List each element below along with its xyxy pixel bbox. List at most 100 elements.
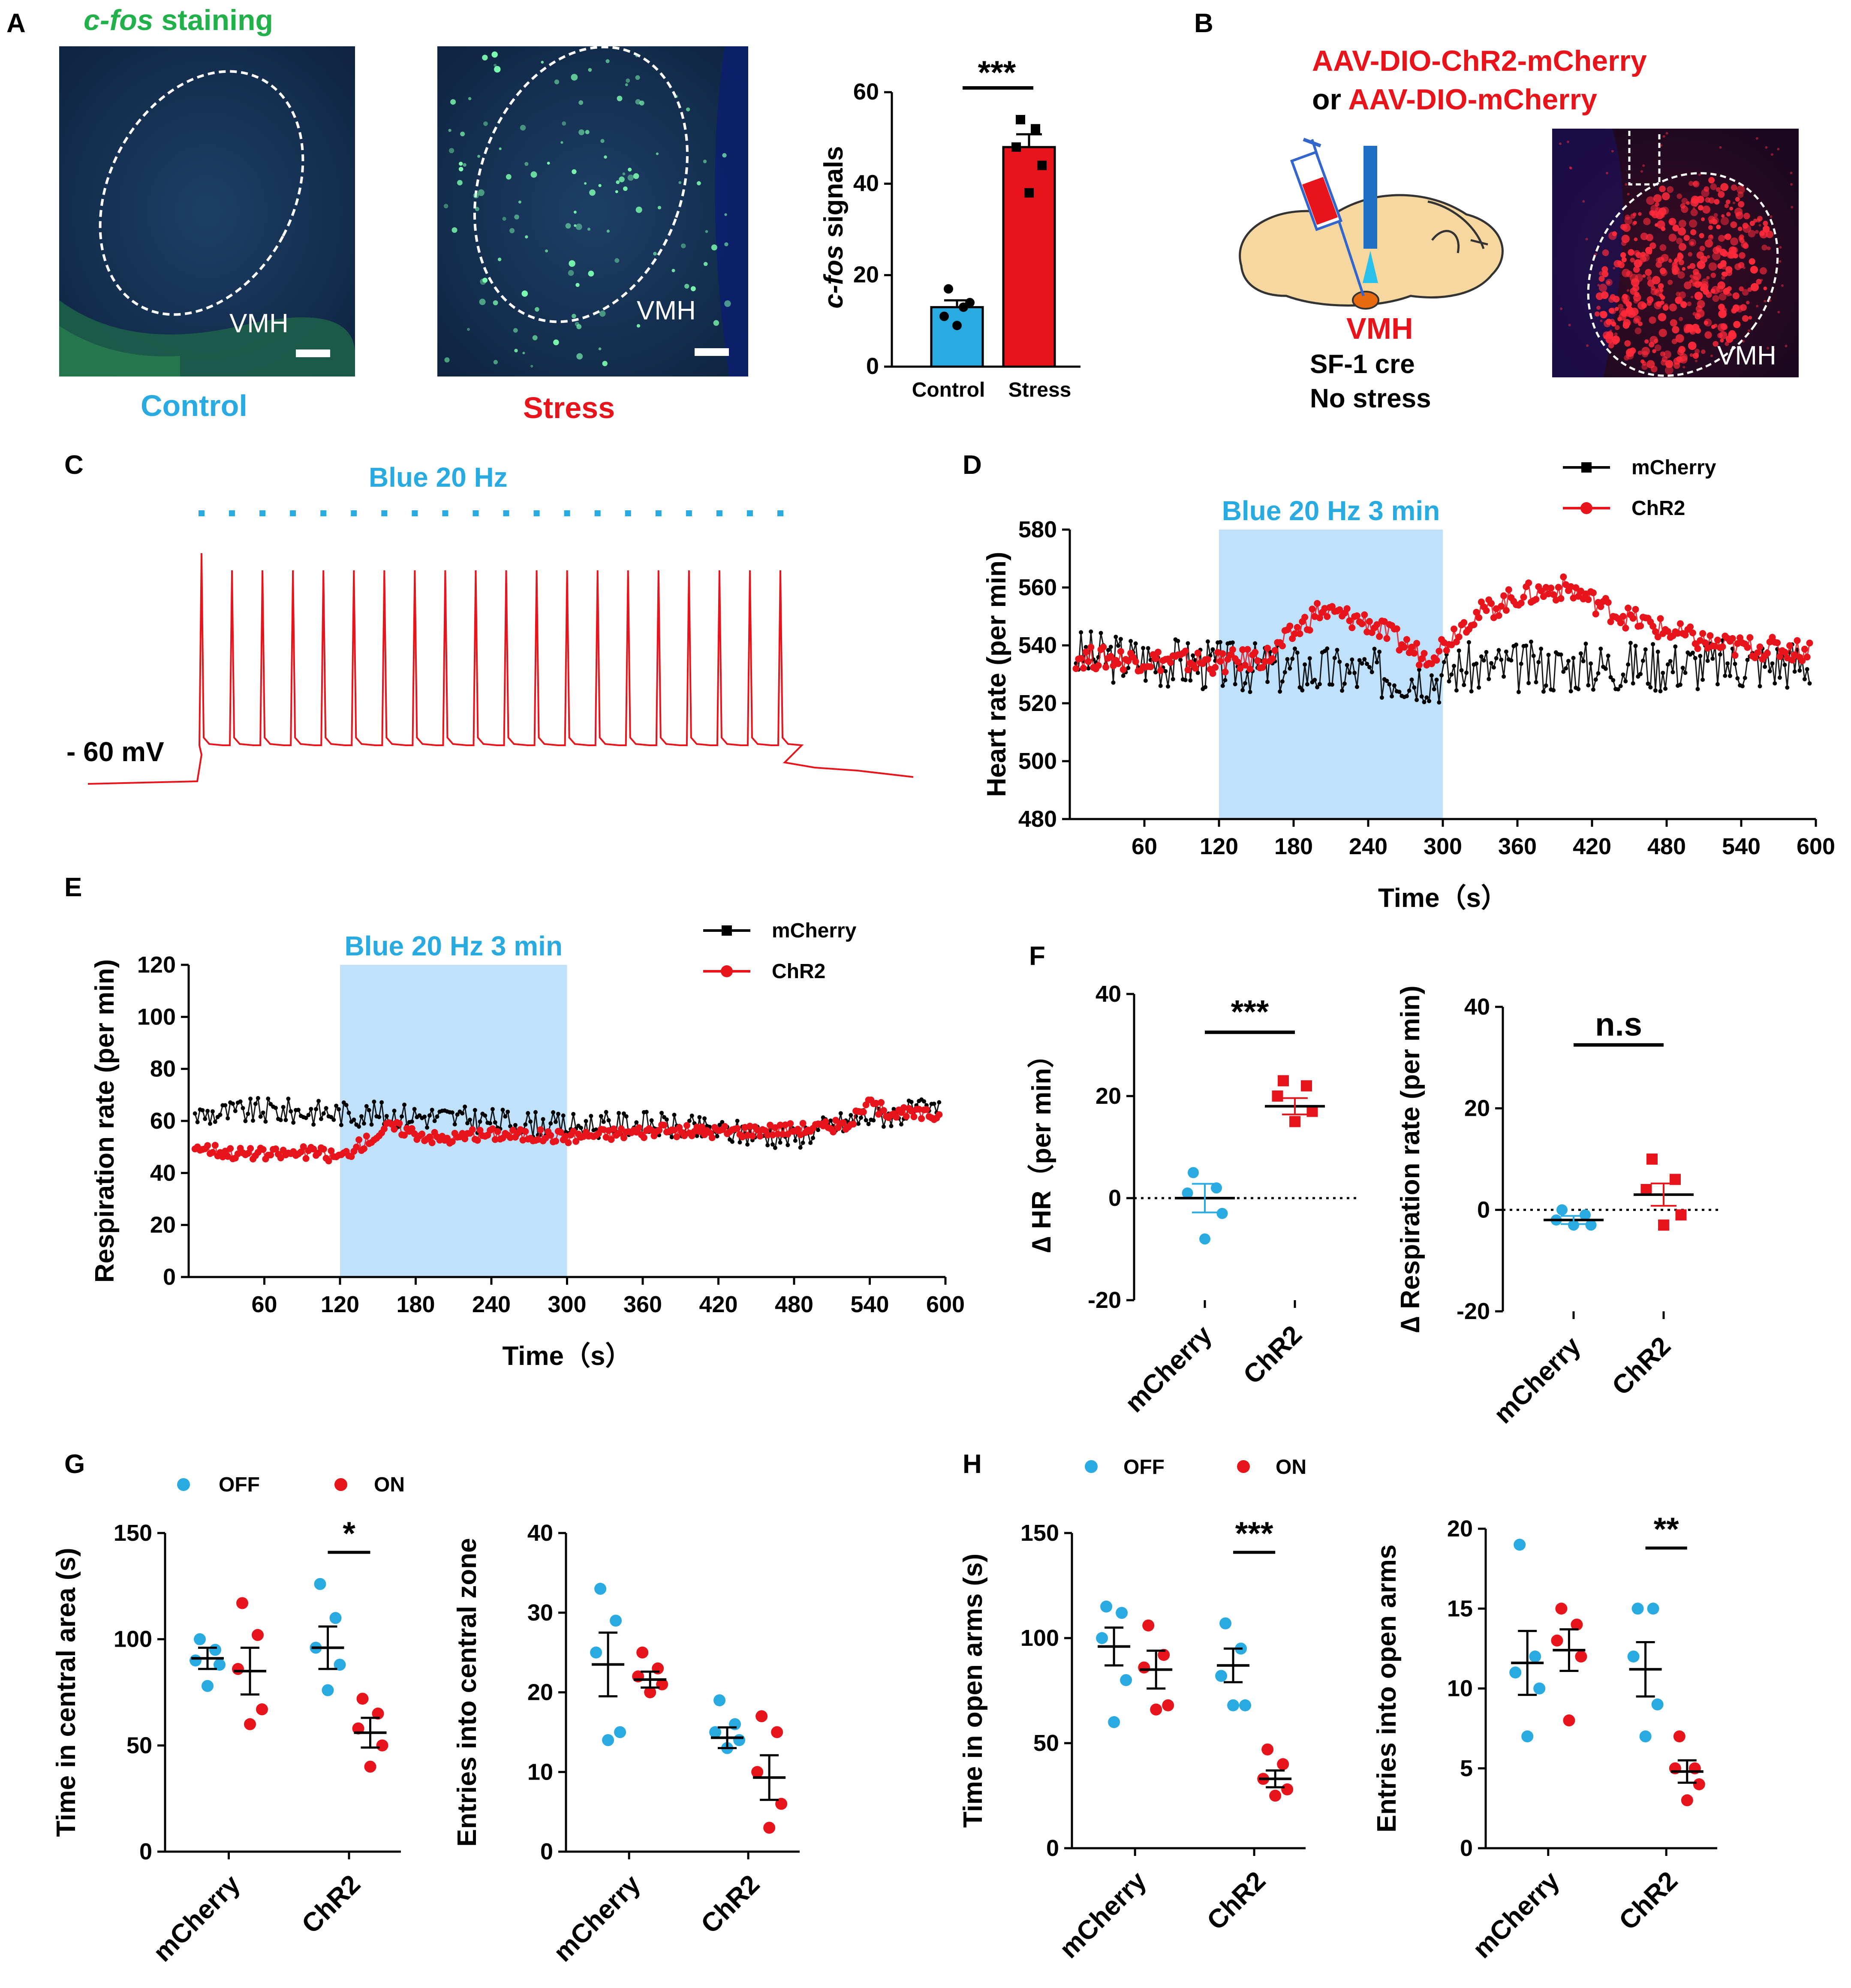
legend-label: mCherry — [1631, 456, 1716, 479]
series-point-ChR2 — [1301, 614, 1309, 621]
cfos-cell — [576, 353, 583, 360]
series-point-mCherry — [427, 1113, 432, 1118]
series-point-ChR2 — [1538, 587, 1545, 594]
mcherry-cell — [1791, 206, 1794, 208]
cfos-cell — [572, 169, 577, 175]
series-point-mCherry — [1571, 656, 1576, 660]
cfos-cell — [598, 347, 602, 350]
series-point-mCherry — [314, 1107, 319, 1111]
control-micrograph: VMH — [59, 46, 355, 377]
series-point-mCherry — [871, 1118, 876, 1123]
heart-rate-chart: 480 500 520 540 560 580 60 120 180 240 300 360 420 48… — [982, 456, 1835, 913]
mcherry-cell — [1681, 198, 1688, 205]
mcherry-cell — [1664, 303, 1668, 307]
series-point-ChR2 — [1560, 573, 1567, 581]
data-point-off — [1631, 1602, 1644, 1615]
y-tick-label: 10 — [1447, 1676, 1473, 1702]
series-point-ChR2 — [1632, 606, 1639, 613]
series-point-mCherry — [786, 1143, 790, 1148]
series-point-mCherry — [1439, 673, 1444, 678]
mcherry-cell — [1672, 326, 1679, 334]
mouse-brain-diagram — [1239, 138, 1504, 310]
series-point-ChR2 — [1731, 652, 1739, 659]
mcherry-cell — [1622, 322, 1630, 329]
mcherry-cell — [1640, 170, 1643, 173]
series-point-mCherry — [1670, 670, 1675, 675]
data-point-on — [1269, 1789, 1282, 1802]
series-point-mCherry — [460, 1111, 465, 1116]
mcherry-cell — [1720, 217, 1729, 226]
series-point-ChR2 — [640, 1134, 647, 1141]
series-point-mCherry — [193, 1111, 197, 1116]
data-point-on — [1693, 1778, 1705, 1790]
series-point-ChR2 — [1729, 635, 1736, 642]
series-point-mCherry — [1429, 673, 1434, 678]
series-point-ChR2 — [1353, 612, 1360, 619]
series-point-ChR2 — [396, 1120, 403, 1127]
series-point-ChR2 — [1241, 662, 1249, 669]
cfos-cell — [522, 352, 525, 355]
series-point-ChR2 — [1532, 596, 1540, 603]
data-point-off — [594, 1583, 607, 1595]
cfos-cell — [602, 361, 608, 366]
series-point-ChR2 — [1788, 657, 1796, 664]
series-point-mCherry — [922, 1099, 926, 1104]
series-point-mCherry — [1369, 670, 1374, 675]
series-point-ChR2 — [903, 1113, 910, 1120]
light-pulse — [594, 510, 601, 516]
mcherry-cell — [1704, 331, 1712, 339]
cfos-cell — [653, 252, 657, 256]
series-point-mCherry — [1288, 666, 1292, 671]
series-point-mCherry — [1305, 682, 1309, 687]
series-point-ChR2 — [878, 1099, 885, 1106]
series-point-mCherry — [1638, 672, 1643, 676]
mcherry-cell — [1658, 313, 1667, 322]
series-point-ChR2 — [1157, 667, 1164, 674]
data-point-off — [1215, 1670, 1228, 1682]
series-point-mCherry — [200, 1108, 205, 1113]
cfos-cell — [530, 364, 533, 368]
series-point-ChR2 — [1694, 645, 1701, 652]
series-point-mCherry — [523, 1122, 528, 1127]
cfos-cell — [444, 357, 450, 363]
series-point-ChR2 — [1117, 648, 1124, 655]
cfos-cell — [448, 129, 451, 132]
cfos-cell — [588, 68, 592, 72]
mcherry-cell — [1625, 301, 1632, 308]
data-point — [1658, 1219, 1669, 1231]
mcherry-cell — [1696, 251, 1704, 259]
series-point-ChR2 — [1764, 650, 1771, 657]
mcherry-cell — [1746, 301, 1750, 304]
series-point-mCherry — [1529, 639, 1533, 644]
mcherry-cell — [1642, 274, 1646, 278]
cfos-cell — [494, 63, 497, 67]
series-point-mCherry — [223, 1103, 228, 1108]
mcherry-cell — [1760, 232, 1765, 236]
data-point — [1278, 1075, 1289, 1087]
y-tick-label: 0 — [163, 1264, 176, 1290]
series-point-mCherry — [1143, 678, 1148, 683]
series-point-ChR2 — [1637, 622, 1644, 630]
series-point-mCherry — [1118, 637, 1123, 642]
mcherry-cell — [1743, 224, 1752, 233]
series-point-mCherry — [488, 1121, 493, 1126]
mcherry-cell — [1649, 342, 1655, 348]
series-point-ChR2 — [1264, 645, 1271, 652]
series-point-mCherry — [1407, 688, 1412, 693]
y-tick-label: 100 — [137, 1004, 176, 1030]
series-point-mCherry — [798, 1145, 803, 1150]
mcherry-cell — [1680, 301, 1687, 308]
mcherry-cell — [1694, 353, 1699, 357]
y-tick-label: 40 — [150, 1160, 176, 1186]
series-point-mCherry — [278, 1117, 283, 1122]
series-point-mCherry — [283, 1117, 288, 1122]
mcherry-cell — [1777, 310, 1780, 313]
y-axis-title: Time in central area (s) — [51, 1548, 81, 1837]
series-point-ChR2 — [234, 1150, 241, 1157]
series-point-mCherry — [1516, 690, 1521, 694]
series-point-ChR2 — [860, 1108, 867, 1116]
series-point-ChR2 — [1687, 623, 1694, 630]
series-point-ChR2 — [1547, 584, 1555, 592]
mcherry-cell — [1645, 247, 1652, 254]
series-point-mCherry — [672, 1112, 677, 1117]
